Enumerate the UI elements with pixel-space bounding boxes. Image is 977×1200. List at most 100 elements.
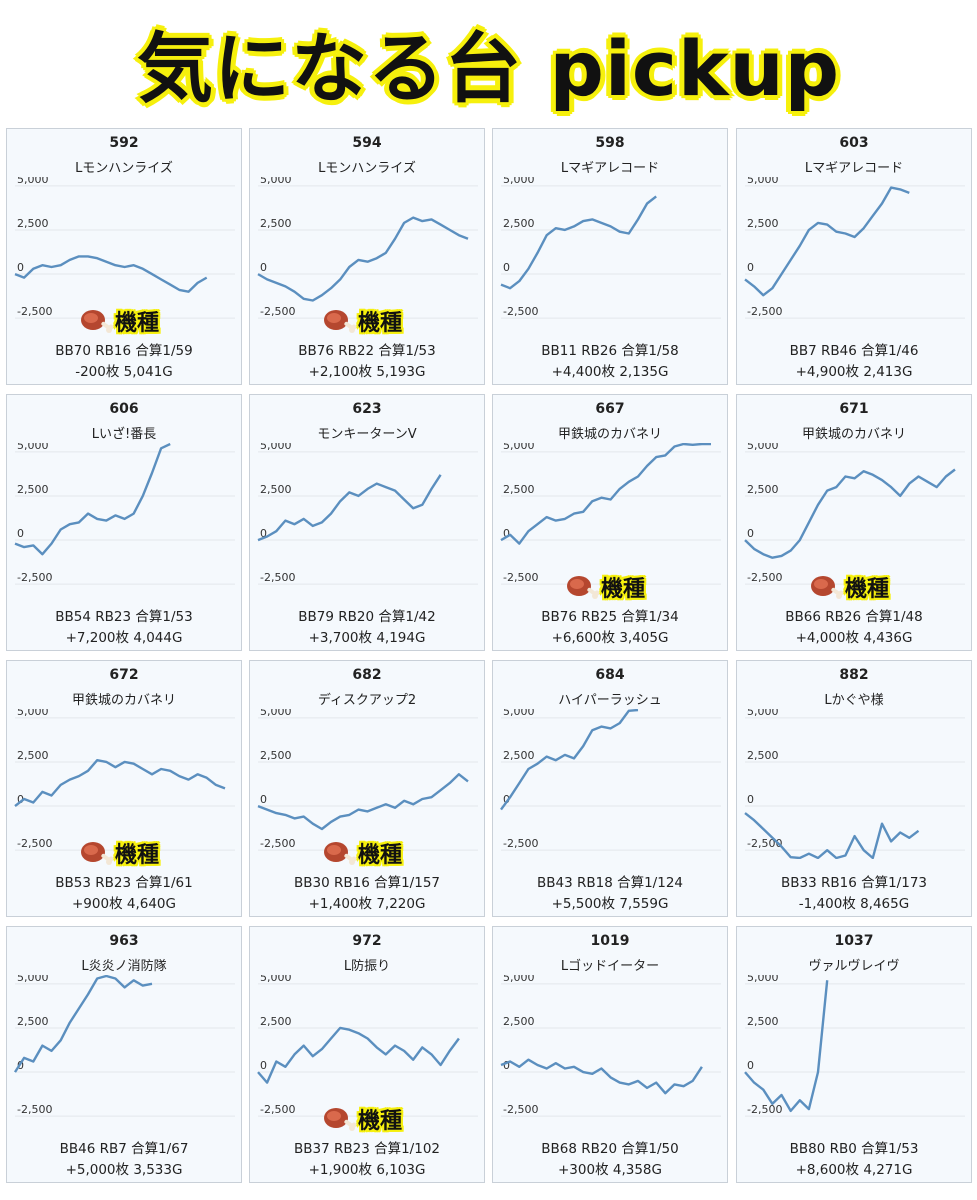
machine-name: モンキーターンV	[317, 427, 417, 442]
bonus-stats: BB54 RB23 合算1/53	[55, 609, 193, 625]
series-line	[14, 759, 226, 808]
y-tick-label: 5,000	[747, 443, 779, 452]
series-line	[257, 1026, 460, 1084]
machine-card[interactable]: 1019 Lゴッドイーター 5,000 2,500 0 -2,500 BB68 RB20 合…	[492, 926, 728, 1183]
meat-icon	[324, 310, 356, 333]
machine-type-badge: 機種	[809, 571, 889, 603]
y-tick-label: -2,500	[260, 1103, 295, 1116]
machine-card[interactable]: 682 ディスクアップ2 5,000 2,500 0 -2,500 機種 BB30 RB16 …	[249, 660, 485, 917]
badge-label: 機種	[358, 311, 403, 336]
payout-stats: +4,000枚 4,436G	[795, 630, 913, 646]
bonus-stats: BB76 RB25 合算1/34	[541, 609, 679, 625]
machine-card[interactable]: 671 甲鉄城のカバネリ 5,000 2,500 0 -2,500 機種 BB66 RB26 …	[736, 394, 972, 651]
machine-name: Lマギアレコード	[804, 161, 904, 176]
machine-card[interactable]: 623 モンキーターンV 5,000 2,500 0 -2,500 BB79 RB20 合算…	[249, 394, 485, 651]
line-chart: 5,000 2,500 0 -2,500	[744, 177, 965, 319]
machine-number: 682	[352, 667, 382, 683]
bonus-stats: BB68 RB20 合算1/50	[541, 1141, 679, 1157]
machine-name: ハイパーラッシュ	[558, 693, 662, 708]
y-tick-label: 0	[503, 1059, 510, 1072]
y-tick-label: 0	[260, 261, 267, 274]
machine-name: ディスクアップ2	[317, 693, 417, 708]
machine-number: 606	[109, 401, 139, 417]
bonus-stats: BB43 RB18 合算1/124	[536, 875, 683, 891]
machine-type-badge: 機種	[79, 837, 159, 869]
meat-icon	[81, 310, 113, 333]
bonus-stats: BB30 RB16 合算1/157	[293, 875, 440, 891]
machine-card[interactable]: 684 ハイパーラッシュ 5,000 2,500 0 -2,500 BB43 RB18 合算…	[492, 660, 728, 917]
y-tick-label: 2,500	[260, 483, 292, 496]
machine-card[interactable]: 594 Lモンハンライズ 5,000 2,500 0 -2,500 機種 BB76 RB22 …	[249, 128, 485, 385]
payout-stats: +5,000枚 3,533G	[65, 1162, 183, 1178]
y-tick-label: 2,500	[260, 749, 292, 762]
series-line	[500, 443, 711, 545]
bonus-stats: BB11 RB26 合算1/58	[541, 343, 679, 359]
machine-card[interactable]: 667 甲鉄城のカバネリ 5,000 2,500 0 -2,500 機種 BB76 RB25 …	[492, 394, 728, 651]
machine-number: 671	[839, 401, 869, 417]
machine-name: Lモンハンライズ	[75, 161, 173, 176]
y-tick-label: 2,500	[17, 1015, 49, 1028]
series-line	[744, 468, 956, 559]
series-line	[13, 975, 153, 1073]
machine-name: Lマギアレコード	[560, 161, 660, 176]
y-tick-label: 2,500	[747, 749, 779, 762]
machine-card[interactable]: 603 Lマギアレコード 5,000 2,500 0 -2,500 BB7 RB46 合算1…	[736, 128, 972, 385]
bonus-stats: BB46 RB7 合算1/67	[59, 1141, 189, 1157]
y-tick-label: -2,500	[503, 1103, 538, 1116]
y-tick-label: 2,500	[17, 749, 49, 762]
machine-name: L防振り	[343, 959, 391, 974]
y-tick-label: 2,500	[503, 1015, 535, 1028]
y-tick-label: 2,500	[747, 1015, 779, 1028]
machine-type-badge: 機種	[322, 1103, 402, 1135]
machine-card[interactable]: 882 Lかぐや様 5,000 2,500 0 -2,500 BB33 RB16 合算1/1…	[736, 660, 972, 917]
line-chart: 5,000 2,500 0 -2,500	[257, 443, 478, 585]
payout-stats: +4,400枚 2,135G	[551, 364, 669, 380]
line-chart: 5,000 2,500 0 -2,500	[744, 443, 965, 585]
y-tick-label: 2,500	[503, 217, 535, 230]
machine-card[interactable]: 1037 ヴァルヴレイヴ 5,000 2,500 0 -2,500 BB80 RB0 合算1…	[736, 926, 972, 1183]
bonus-stats: BB80 RB0 合算1/53	[789, 1141, 919, 1157]
y-tick-label: 0	[17, 527, 24, 540]
machine-number: 963	[109, 933, 139, 949]
y-tick-label: 5,000	[503, 709, 535, 718]
payout-stats: -200枚 5,041G	[75, 364, 173, 380]
machine-number: 598	[595, 135, 625, 151]
y-tick-label: 0	[260, 527, 267, 540]
y-tick-label: 5,000	[747, 709, 779, 718]
series-line	[14, 255, 208, 293]
series-line	[257, 773, 469, 831]
machine-card[interactable]: 963 L炎炎ノ消防隊 5,000 2,500 0 -2,500 BB46 RB7 合算1/…	[6, 926, 242, 1183]
machine-name: Lゴッドイーター	[560, 959, 660, 974]
machine-card[interactable]: 598 Lマギアレコード 5,000 2,500 0 -2,500 BB11 RB26 合算…	[492, 128, 728, 385]
machine-card[interactable]: 606 Lいざ!番長 5,000 2,500 0 -2,500 BB54 RB23 合算1/…	[6, 394, 242, 651]
machine-name: 甲鉄城のカバネリ	[71, 693, 176, 708]
machine-card[interactable]: 672 甲鉄城のカバネリ 5,000 2,500 0 -2,500 機種 BB53 RB23 …	[6, 660, 242, 917]
machine-type-badge: 機種	[322, 837, 402, 869]
bonus-stats: BB79 RB20 合算1/42	[298, 609, 436, 625]
machine-number: 882	[839, 667, 869, 683]
y-tick-label: -2,500	[503, 571, 538, 584]
line-chart: 5,000 2,500 0 -2,500	[500, 709, 721, 851]
y-tick-label: 2,500	[503, 749, 535, 762]
y-tick-label: 0	[747, 1059, 754, 1072]
line-chart: 5,000 2,500 0 -2,500	[14, 443, 235, 585]
line-chart: 5,000 2,500 0 -2,500	[14, 177, 235, 319]
payout-stats: +8,600枚 4,271G	[795, 1162, 913, 1178]
y-tick-label: 0	[17, 261, 24, 274]
machine-type-badge: 機種	[322, 305, 402, 337]
machine-card[interactable]: 592 Lモンハンライズ 5,000 2,500 0 -2,500 機種 BB70 RB16 …	[6, 128, 242, 385]
line-chart: 5,000 2,500 0 -2,500	[500, 975, 721, 1117]
machine-name: Lいざ!番長	[91, 427, 157, 442]
y-tick-label: -2,500	[747, 1103, 782, 1116]
machine-card[interactable]: 972 L防振り 5,000 2,500 0 -2,500 機種 BB37 RB23 合算1/…	[249, 926, 485, 1183]
y-tick-label: -2,500	[17, 571, 52, 584]
payout-stats: +3,700枚 4,194G	[308, 630, 426, 646]
y-tick-label: 0	[503, 527, 510, 540]
y-tick-label: 0	[260, 1059, 267, 1072]
y-tick-label: 5,000	[503, 443, 535, 452]
y-tick-label: 2,500	[17, 217, 49, 230]
meat-icon	[811, 576, 843, 599]
machine-name: L炎炎ノ消防隊	[81, 959, 167, 974]
badge-label: 機種	[115, 843, 160, 868]
y-tick-label: 5,000	[747, 975, 779, 984]
